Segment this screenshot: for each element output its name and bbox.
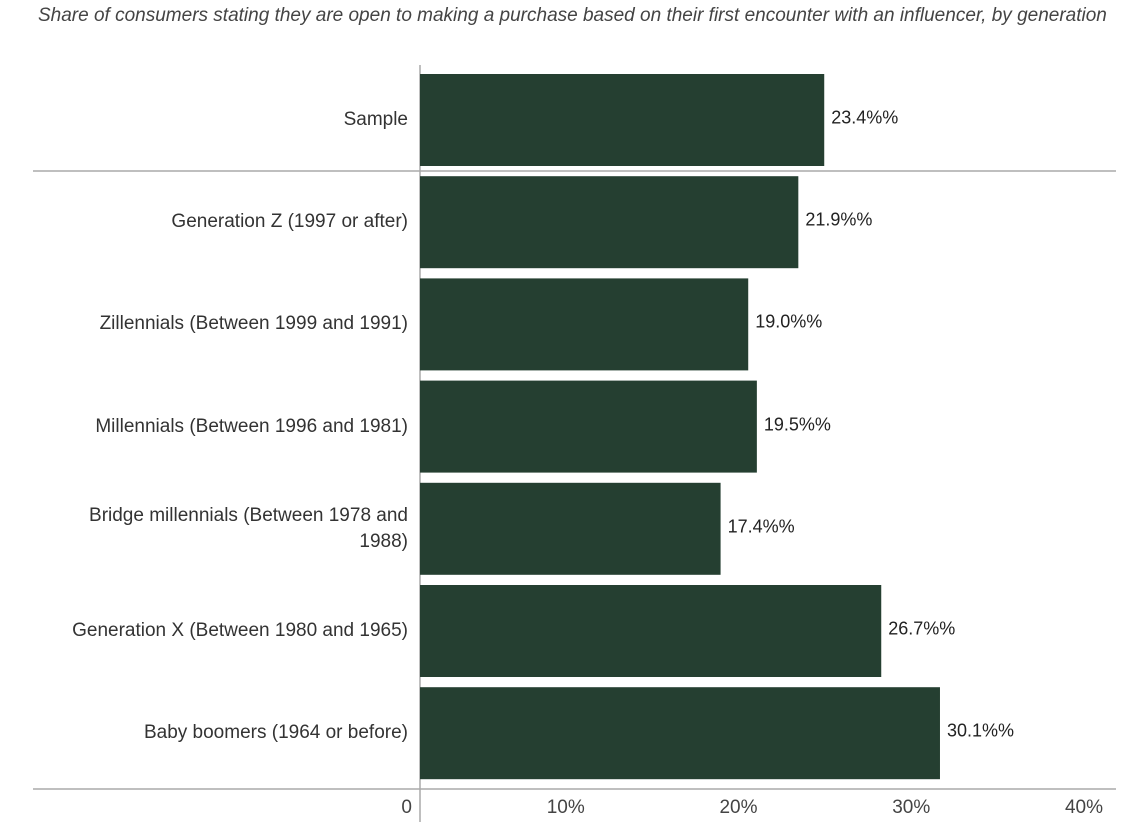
value-label: 23.4%%: [831, 107, 899, 128]
bar: [420, 687, 940, 780]
x-tick-label: 0: [401, 797, 412, 818]
bar: [420, 278, 749, 371]
value-label: 19.5%%: [763, 414, 831, 435]
value-label: 30.1%%: [946, 720, 1015, 741]
y-tick-label: Generation Z (1997 or after): [171, 211, 408, 233]
bar: [420, 74, 825, 166]
y-tick-label: Generation X (Between 1980 and 1965): [72, 620, 408, 641]
value-label: 26.7%%: [888, 618, 956, 639]
x-tick-label: 20%: [719, 797, 758, 818]
x-tick-label: 30%: [892, 797, 931, 818]
x-tick-label: 40%: [1064, 797, 1103, 818]
bar: [420, 482, 721, 575]
chart-title: Share of consumers stating they are open…: [38, 5, 1107, 26]
y-tick-label: Bridge millennials (Between 1978 and 198…: [89, 504, 408, 552]
x-tick-label: 10%: [546, 797, 585, 818]
value-label: 21.9%%: [805, 209, 873, 230]
y-tick-label: Sample: [343, 109, 408, 130]
value-label: 17.4%%: [727, 516, 795, 537]
value-label: 19.0%%: [755, 311, 823, 332]
y-tick-label: Zillennials (Between 1999 and 1991): [99, 313, 408, 335]
y-tick-label: Millennials (Between 1996 and 1981): [95, 415, 408, 437]
bar: [420, 380, 757, 473]
bar: [420, 585, 882, 677]
bar: [420, 176, 799, 269]
y-tick-label: Baby boomers (1964 or before): [143, 722, 408, 744]
